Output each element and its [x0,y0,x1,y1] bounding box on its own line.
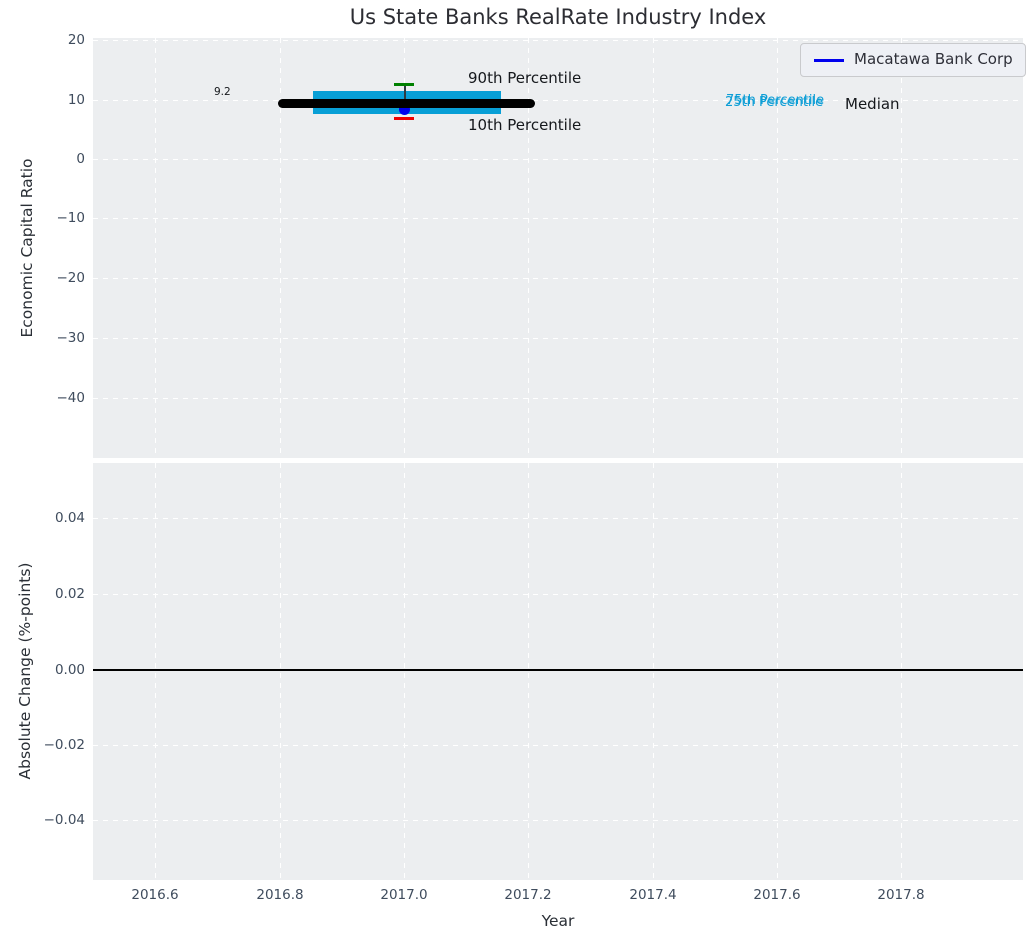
y-tick-label: −20 [56,270,86,286]
gridline-vertical [777,38,778,458]
gridline-vertical [653,38,654,458]
x-tick-label: 2017.2 [504,887,552,903]
legend: Macatawa Bank Corp [800,43,1026,77]
annotation-75th-percentile: 75th Percentile [726,93,825,108]
y-tick-label: −40 [56,390,86,406]
gridline-horizontal [93,338,1023,339]
gridline-horizontal [93,218,1023,219]
gridline-vertical [901,38,902,458]
zero-change-line [93,669,1023,671]
gridline-horizontal [93,594,1023,595]
gridline-horizontal [93,518,1023,519]
y-tick-label: 0 [76,151,85,167]
company-marker [399,104,410,115]
x-tick-label: 2017.0 [380,887,428,903]
gridline-vertical [404,38,405,458]
p10-whisker-cap [394,117,414,120]
bottom-plot-area [93,463,1023,880]
annotation-10th-percentile: 10th Percentile [468,116,582,134]
gridline-vertical [155,463,156,880]
y-tick-label: −0.02 [43,737,85,753]
bottom-y-axis-label: Absolute Change (%-points) [16,562,34,780]
gridline-horizontal [93,398,1023,399]
chart-title: Us State Banks RealRate Industry Index [349,5,767,29]
whisker-line [404,86,406,110]
legend-series-label: Macatawa Bank Corp [854,50,1013,68]
p90-whisker-cap [394,83,414,86]
x-axis-label: Year [541,912,575,930]
gridline-horizontal [93,820,1023,821]
gridline-vertical [901,463,902,880]
gridline-horizontal [93,159,1023,160]
gridline-vertical [155,38,156,458]
gridline-horizontal [93,40,1023,41]
y-tick-label: 0.00 [54,662,85,678]
gridline-vertical [528,463,529,880]
y-tick-label: −10 [56,210,86,226]
gridline-vertical [280,38,281,458]
x-tick-label: 2016.8 [256,887,304,903]
gridline-horizontal [93,278,1023,279]
top-y-axis-label: Economic Capital Ratio [18,158,36,338]
median-line [278,99,535,108]
gridline-horizontal [93,745,1023,746]
y-tick-label: −30 [56,330,86,346]
legend-line-sample [814,59,844,62]
gridline-vertical [528,38,529,458]
gridline-vertical [280,463,281,880]
annotation-25th-percentile: 25th Percentile [725,95,824,110]
annotation-company-value: 9.2 [214,86,231,98]
gridline-vertical [653,463,654,880]
annotation-90th-percentile: 90th Percentile [468,69,582,87]
x-tick-label: 2017.6 [753,887,801,903]
y-tick-label: 0.04 [54,510,85,526]
gridline-horizontal [93,100,1023,101]
gridline-vertical [404,463,405,880]
y-tick-label: −0.04 [43,812,85,828]
y-tick-label: 20 [67,32,85,48]
annotation-median: Median [845,95,900,113]
x-tick-label: 2016.6 [131,887,179,903]
x-tick-label: 2017.4 [629,887,677,903]
y-tick-label: 0.02 [54,586,85,602]
y-tick-label: 10 [67,92,85,108]
top-plot-area: 9.2 90th Percentile 10th Percentile 75th… [93,38,1026,458]
gridline-vertical [777,463,778,880]
x-tick-label: 2017.8 [877,887,925,903]
